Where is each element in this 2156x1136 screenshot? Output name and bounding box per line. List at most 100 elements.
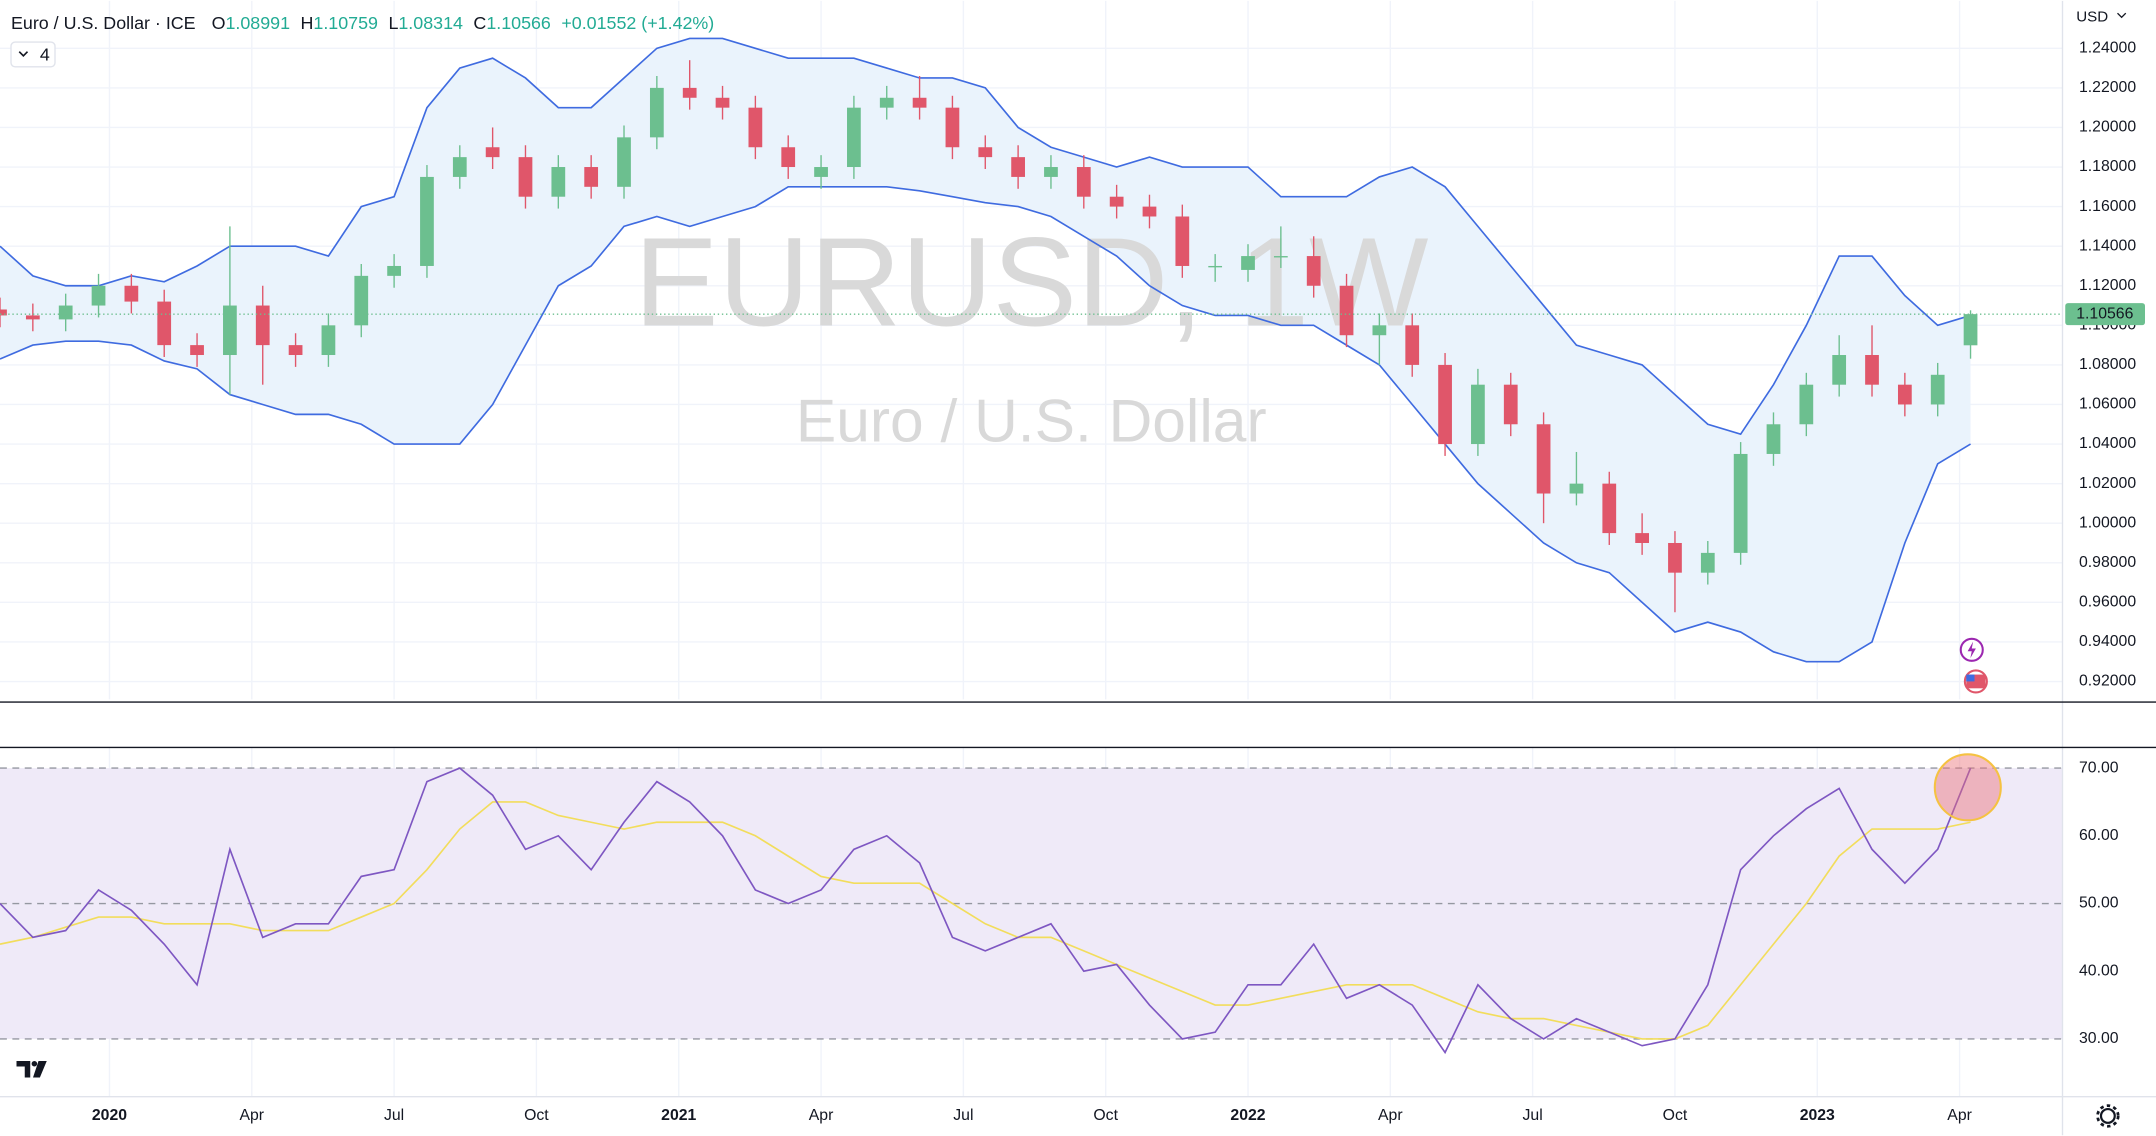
candle-body xyxy=(1339,285,1354,336)
candle-body xyxy=(978,147,993,158)
event-icons[interactable] xyxy=(1959,637,1988,694)
indicator-count: 4 xyxy=(40,45,50,65)
candle-body xyxy=(91,285,106,306)
x-tick-label: Apr xyxy=(1378,1107,1403,1124)
candle-body xyxy=(682,87,697,98)
candle-body xyxy=(157,301,172,346)
candle-body xyxy=(354,275,369,326)
x-tick-label: Oct xyxy=(1093,1107,1118,1124)
candle-body xyxy=(1372,325,1387,336)
candle-body xyxy=(485,147,500,158)
candle-body xyxy=(223,305,237,356)
candle-body xyxy=(1503,384,1518,425)
candle-body xyxy=(1930,374,1945,405)
x-tick-label: 2022 xyxy=(1230,1107,1265,1124)
upper-band xyxy=(0,37,1971,436)
candle-body xyxy=(781,147,796,168)
candle-body xyxy=(1241,256,1255,270)
y-tick-label: 1.14000 xyxy=(2079,237,2136,254)
toggle-box[interactable] xyxy=(10,41,56,68)
x-tick-label: Apr xyxy=(1947,1107,1972,1124)
last-price-tag xyxy=(2065,303,2145,326)
y-tick-label: 1.06000 xyxy=(2079,396,2136,413)
x-tick-label: 2021 xyxy=(661,1107,696,1124)
candle-body xyxy=(1044,167,1058,177)
ohlc-value: 1.10759 xyxy=(313,13,378,33)
rsi-line xyxy=(0,801,1971,1040)
bolt xyxy=(1967,641,1976,659)
y-tick-label: 30.00 xyxy=(2079,1030,2119,1047)
candle-body xyxy=(387,265,401,276)
indicators-toggle[interactable]: 4 xyxy=(10,41,56,68)
candle-body xyxy=(518,157,533,197)
x-tick-label: Oct xyxy=(524,1107,549,1124)
candle-body xyxy=(1733,453,1748,553)
ohlc-label: O xyxy=(212,13,226,33)
y-tick-label: 0.94000 xyxy=(2079,633,2136,650)
last-price-label: 1.10566 xyxy=(2076,305,2133,322)
candle-body xyxy=(0,309,7,316)
flag-canton xyxy=(1966,674,1975,682)
rsi-line xyxy=(0,767,1972,1055)
currency-chevron xyxy=(2117,12,2127,19)
candle-body xyxy=(1208,265,1223,268)
x-tick-label: Jul xyxy=(953,1107,973,1124)
candle-body xyxy=(1306,256,1321,286)
ohlc-value: 1.08314 xyxy=(398,13,463,33)
candle-body xyxy=(945,107,960,148)
candle-body xyxy=(1076,167,1091,197)
settings-button[interactable] xyxy=(2096,1104,2120,1128)
chevron-icon xyxy=(18,51,29,57)
x-tick-label: Apr xyxy=(809,1107,834,1124)
candle-body xyxy=(715,97,730,108)
legend-header: Euro / U.S. Dollar · ICE O1.08991 H1.107… xyxy=(11,13,714,33)
candle-body xyxy=(321,325,336,356)
candle-body xyxy=(847,107,861,168)
tradingview-logo[interactable] xyxy=(16,1060,47,1078)
candle-body xyxy=(190,345,204,356)
ohlc-label: H xyxy=(301,13,314,33)
y-tick-label: 1.04000 xyxy=(2079,435,2136,452)
y-tick-label: 1.00000 xyxy=(2079,514,2136,531)
candle-body xyxy=(1635,533,1649,543)
candle-body xyxy=(1569,483,1584,494)
symbol-name: Euro / U.S. Dollar · ICE xyxy=(11,13,196,33)
watermark: EURUSD, 1W xyxy=(634,211,1428,353)
candle-body xyxy=(1438,364,1452,445)
candle-body xyxy=(58,305,73,320)
y-tick-label: 70.00 xyxy=(2079,759,2119,776)
candle-body xyxy=(25,315,40,320)
candle-body xyxy=(1471,384,1485,445)
candle-body xyxy=(452,157,467,177)
candle-body xyxy=(748,107,763,148)
candle-body xyxy=(124,285,139,302)
candle-body xyxy=(1536,424,1551,494)
candle-body xyxy=(255,305,270,346)
candle-body xyxy=(1175,216,1190,266)
y-tick-label: 1.24000 xyxy=(2079,39,2136,56)
y-tick-label: 1.16000 xyxy=(2079,198,2136,215)
highlight xyxy=(1933,753,2002,822)
candle-body xyxy=(551,167,566,197)
candle-body xyxy=(1700,552,1715,573)
y-tick-label: 40.00 xyxy=(2079,962,2119,979)
candle-body xyxy=(1273,256,1288,258)
y-tick-label: 60.00 xyxy=(2079,827,2119,844)
watermark-description: Euro / U.S. Dollar xyxy=(796,387,1267,455)
candle-body xyxy=(1766,424,1781,454)
change: +0.01552 (+1.42%) xyxy=(561,13,714,33)
y-tick-label: 1.08000 xyxy=(2079,356,2136,373)
y-tick-label: 50.00 xyxy=(2079,895,2119,912)
y-tick-label: 0.92000 xyxy=(2079,673,2136,690)
y-tick-label: 1.02000 xyxy=(2079,475,2136,492)
y-tick-label: 1.22000 xyxy=(2079,79,2136,96)
candle-body xyxy=(1602,483,1617,534)
candle-body xyxy=(879,97,894,108)
plot-foreground: 2020 Apr Jul Oct 2021 Apr Jul Oct 2022 Apr Jul Oct 2… xyxy=(0,37,2145,1124)
x-tick-label: Apr xyxy=(239,1107,264,1124)
currency[interactable]: USD xyxy=(2076,8,2108,25)
candle-body xyxy=(1963,314,1978,346)
candle-body xyxy=(617,137,631,187)
candle-body xyxy=(288,345,303,356)
